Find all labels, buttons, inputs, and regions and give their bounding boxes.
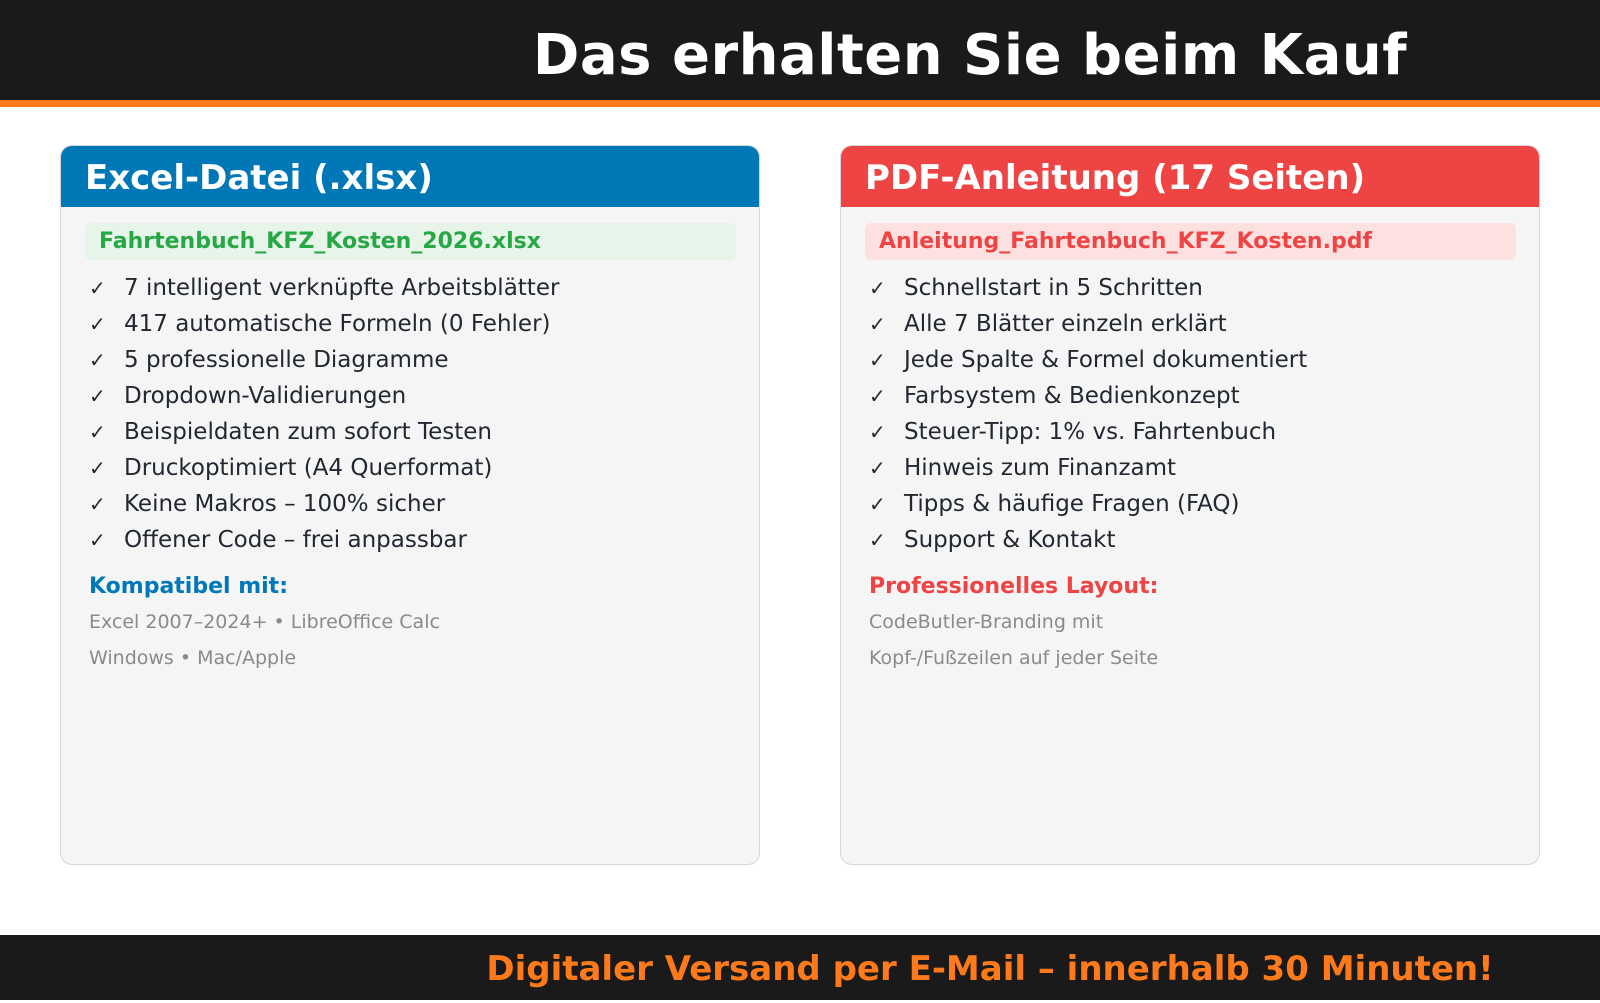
feature-label: Tipps & häufige Fragen (FAQ) xyxy=(904,491,1240,517)
file-name-badge: Anleitung_Fahrtenbuch_KFZ_Kosten.pdf xyxy=(865,223,1516,260)
compatibility-line: Excel 2007–2024+ • LibreOffice Calc xyxy=(89,611,440,633)
check-icon: ✓ xyxy=(89,492,106,516)
header-accent-line xyxy=(0,100,1600,107)
check-icon: ✓ xyxy=(869,312,886,336)
list-item: ✓ Offener Code – frei anpassbar xyxy=(89,522,559,558)
check-icon: ✓ xyxy=(89,528,106,552)
feature-list: ✓ Schnellstart in 5 Schritten ✓ Alle 7 Blä… xyxy=(869,270,1307,558)
list-item: ✓ Support & Kontakt xyxy=(869,522,1307,558)
list-item: ✓ Beispieldaten zum sofort Testen xyxy=(89,414,559,450)
pdf-card: PDF-Anleitung (17 Seiten) Anleitung_Fahr… xyxy=(840,145,1540,865)
check-icon: ✓ xyxy=(89,312,106,336)
check-icon: ✓ xyxy=(89,456,106,480)
card-title: PDF-Anleitung (17 Seiten) xyxy=(841,146,1539,207)
feature-label: Dropdown-Validierungen xyxy=(124,383,407,409)
check-icon: ✓ xyxy=(869,348,886,372)
feature-list: ✓ 7 intelligent verknüpfte Arbeitsblätter… xyxy=(89,270,559,558)
list-item: ✓ Farbsystem & Bedienkonzept xyxy=(869,378,1307,414)
feature-label: Support & Kontakt xyxy=(904,527,1116,553)
feature-label: Farbsystem & Bedienkonzept xyxy=(904,383,1240,409)
list-item: ✓ Schnellstart in 5 Schritten xyxy=(869,270,1307,306)
feature-label: 5 professionelle Diagramme xyxy=(124,347,449,373)
check-icon: ✓ xyxy=(869,384,886,408)
feature-label: 417 automatische Formeln (0 Fehler) xyxy=(124,311,551,337)
layout-line: Kopf-/Fußzeilen auf jeder Seite xyxy=(869,647,1159,669)
list-item: ✓ Jede Spalte & Formel dokumentiert xyxy=(869,342,1307,378)
feature-label: Hinweis zum Finanzamt xyxy=(904,455,1177,481)
list-item: ✓ Steuer-Tipp: 1% vs. Fahrtenbuch xyxy=(869,414,1307,450)
check-icon: ✓ xyxy=(89,276,106,300)
list-item: ✓ Hinweis zum Finanzamt xyxy=(869,450,1307,486)
check-icon: ✓ xyxy=(869,456,886,480)
list-item: ✓ Druckoptimiert (A4 Querformat) xyxy=(89,450,559,486)
feature-label: Schnellstart in 5 Schritten xyxy=(904,275,1203,301)
card-title: Excel-Datei (.xlsx) xyxy=(61,146,759,207)
layout-heading: Professionelles Layout: xyxy=(869,574,1159,599)
list-item: ✓ 417 automatische Formeln (0 Fehler) xyxy=(89,306,559,342)
list-item: ✓ 7 intelligent verknüpfte Arbeitsblätter xyxy=(89,270,559,306)
check-icon: ✓ xyxy=(869,276,886,300)
file-name-badge: Fahrtenbuch_KFZ_Kosten_2026.xlsx xyxy=(85,223,736,260)
list-item: ✓ Tipps & häufige Fragen (FAQ) xyxy=(869,486,1307,522)
feature-label: Alle 7 Blätter einzeln erklärt xyxy=(904,311,1227,337)
check-icon: ✓ xyxy=(89,348,106,372)
list-item: ✓ Dropdown-Validierungen xyxy=(89,378,559,414)
feature-label: Offener Code – frei anpassbar xyxy=(124,527,467,553)
feature-label: Keine Makros – 100% sicher xyxy=(124,491,446,517)
footer-text: Digitaler Versand per E-Mail – innerhalb… xyxy=(486,949,1494,989)
check-icon: ✓ xyxy=(89,420,106,444)
check-icon: ✓ xyxy=(89,384,106,408)
page-title: Das erhalten Sie beim Kauf xyxy=(532,23,1408,88)
feature-label: Beispieldaten zum sofort Testen xyxy=(124,419,492,445)
feature-label: 7 intelligent verknüpfte Arbeitsblätter xyxy=(124,275,560,301)
check-icon: ✓ xyxy=(869,492,886,516)
list-item: ✓ Keine Makros – 100% sicher xyxy=(89,486,559,522)
excel-card: Excel-Datei (.xlsx) Fahrtenbuch_KFZ_Kost… xyxy=(60,145,760,865)
footer-bar xyxy=(0,935,1600,1000)
check-icon: ✓ xyxy=(869,420,886,444)
compatibility-line: Windows • Mac/Apple xyxy=(89,647,297,669)
list-item: ✓ Alle 7 Blätter einzeln erklärt xyxy=(869,306,1307,342)
list-item: ✓ 5 professionelle Diagramme xyxy=(89,342,559,378)
header-bar xyxy=(0,0,1600,100)
check-icon: ✓ xyxy=(869,528,886,552)
feature-label: Jede Spalte & Formel dokumentiert xyxy=(904,347,1308,373)
layout-line: CodeButler-Branding mit xyxy=(869,611,1104,633)
feature-label: Druckoptimiert (A4 Querformat) xyxy=(124,455,493,481)
compatibility-heading: Kompatibel mit: xyxy=(89,574,288,599)
feature-label: Steuer-Tipp: 1% vs. Fahrtenbuch xyxy=(904,419,1277,445)
